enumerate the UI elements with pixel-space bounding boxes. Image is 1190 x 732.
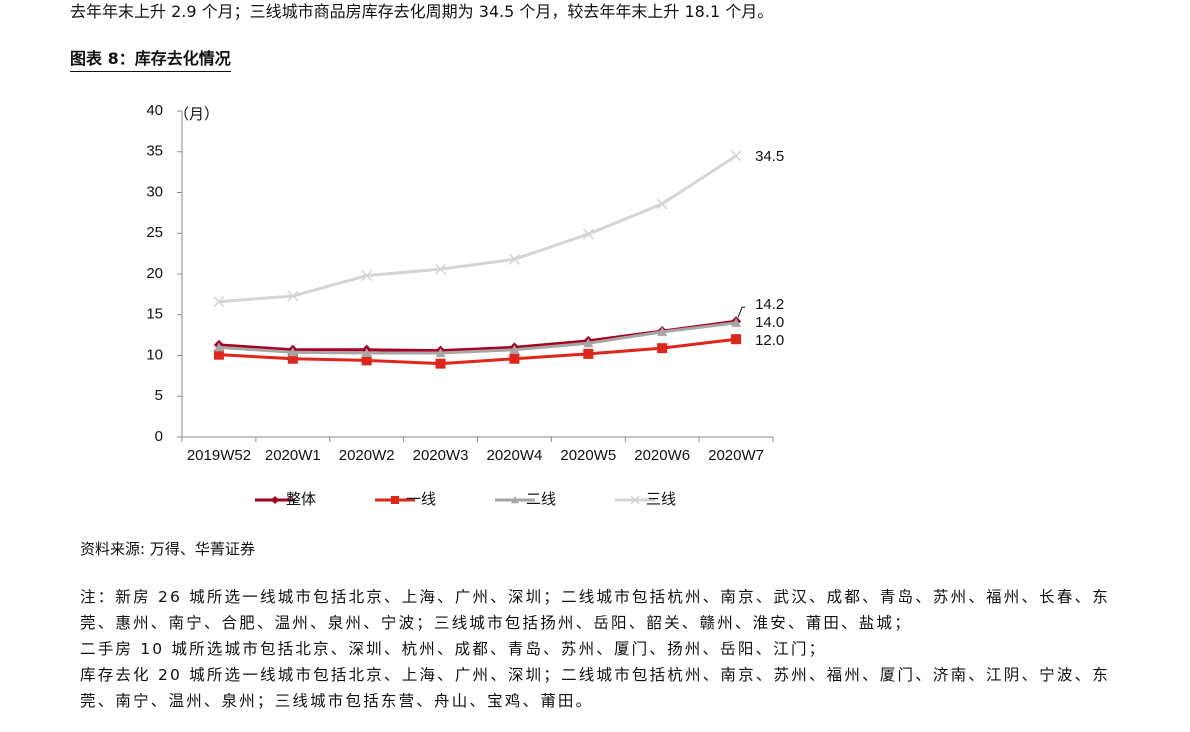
- notes: 注：新房 26 城所选一线城市包括北京、上海、广州、深圳；二线城市包括杭州、南京…: [80, 584, 1110, 714]
- source: 资料来源: 万得、华菁证券: [80, 540, 255, 558]
- leader-line: [737, 306, 746, 318]
- marker: [730, 150, 742, 162]
- body-text: 去年年末上升 2.9 个月；三线城市商品房库存去化周期为 34.5 个月，较去年…: [70, 2, 774, 21]
- marker: [509, 344, 520, 354]
- marker: [287, 290, 299, 302]
- note: 二手房 10 城所选城市包括北京、深圳、杭州、成都、青岛、苏州、厦门、扬州、岳阳…: [80, 640, 827, 658]
- marker: [630, 495, 640, 505]
- series-line: [218, 154, 737, 304]
- marker: [731, 334, 742, 345]
- x-tick-label: 2020W5: [560, 447, 616, 464]
- marker: [582, 228, 594, 240]
- legend-label: 二线: [526, 491, 556, 508]
- marker: [213, 349, 224, 360]
- data-label: 14.0: [755, 314, 784, 331]
- y-tick-label: 15: [146, 306, 163, 323]
- y-tick-label: 5: [155, 387, 163, 404]
- marker: [657, 343, 668, 354]
- x-tick-label: 2020W7: [708, 447, 764, 464]
- marker: [287, 353, 298, 364]
- y-tick-label: 10: [146, 346, 163, 363]
- marker: [435, 263, 447, 275]
- x-tick-label: 2020W6: [634, 447, 690, 464]
- note: 库存去化 20 城所选一线城市包括北京、上海、广州、深圳；二线城市包括杭州、南京…: [80, 666, 1110, 710]
- marker: [508, 253, 520, 265]
- x-tick-label: 2020W1: [265, 447, 321, 464]
- x-tick-label: 2019W52: [187, 447, 251, 464]
- y-tick-label: 35: [146, 143, 163, 160]
- marker: [583, 348, 594, 359]
- y-tick-label: 20: [146, 265, 163, 282]
- marker: [435, 358, 446, 369]
- marker: [509, 353, 520, 364]
- marker: [731, 317, 742, 327]
- marker: [656, 198, 668, 210]
- legend-label: 三线: [646, 491, 676, 508]
- marker: [361, 355, 372, 366]
- x-tick-label: 2020W2: [339, 447, 395, 464]
- y-tick-label: 30: [146, 183, 163, 200]
- legend-label: 一线: [406, 491, 436, 508]
- marker: [583, 338, 594, 348]
- marker: [271, 496, 279, 504]
- marker: [287, 347, 298, 357]
- marker: [213, 342, 224, 352]
- figure-caption: 图表 8：库存去化情况: [70, 47, 231, 72]
- series-line: [218, 337, 737, 366]
- chart: 0 5 10 15 20 25 30 35 40 （月） 2019W52 2020W1 2020W2 20…: [146, 102, 784, 508]
- y-tick-label: 25: [146, 224, 163, 241]
- data-label: 14.2: [755, 296, 784, 313]
- legend-label: 整体: [286, 491, 316, 508]
- series-line: [218, 321, 737, 355]
- data-label: 34.5: [755, 148, 784, 165]
- marker: [657, 326, 668, 336]
- data-label: 12.0: [755, 332, 784, 349]
- note: 注：新房 26 城所选一线城市包括北京、上海、广州、深圳；二线城市包括杭州、南京…: [80, 588, 1110, 632]
- marker: [511, 496, 519, 504]
- y-tick-label: 40: [146, 102, 163, 119]
- x-tick-label: 2020W3: [413, 447, 469, 464]
- marker: [361, 348, 372, 358]
- y-tick-label: 0: [155, 428, 163, 445]
- marker: [361, 270, 373, 282]
- x-tick-label: 2020W4: [487, 447, 543, 464]
- marker: [391, 496, 399, 504]
- y-axis-label: （月）: [174, 106, 219, 123]
- marker: [435, 348, 446, 358]
- marker: [213, 296, 225, 308]
